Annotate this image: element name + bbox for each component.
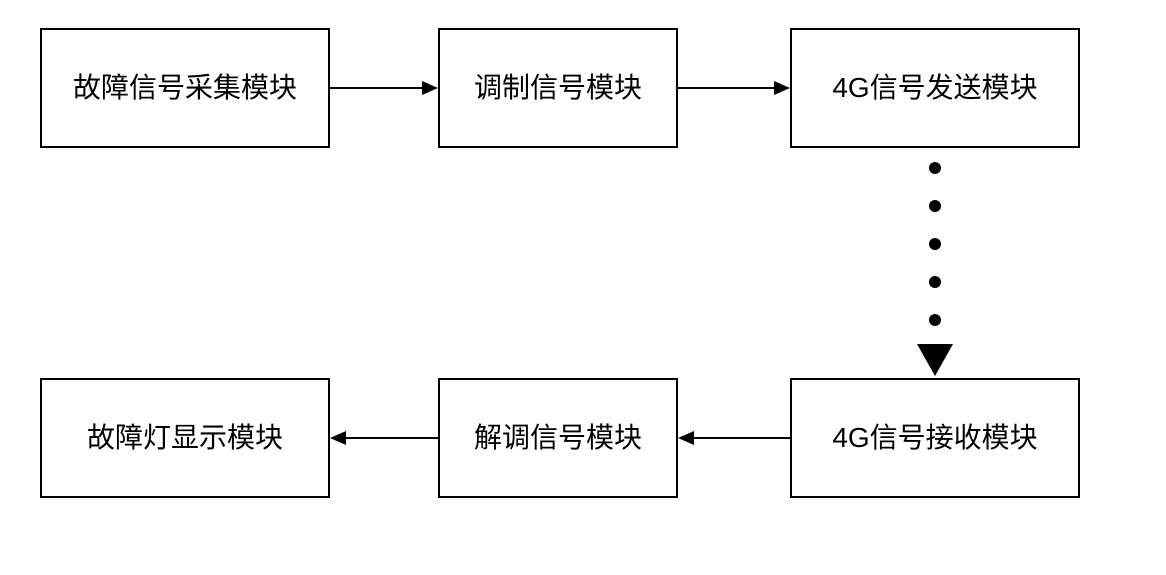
node-4g-receive: 4G信号接收模块	[790, 378, 1080, 498]
arrow-left-icon	[678, 428, 790, 448]
arrow-left-icon	[330, 428, 438, 448]
node-label: 调制信号模块	[474, 71, 642, 105]
node-4g-send: 4G信号发送模块	[790, 28, 1080, 148]
arrow-dotted-down-icon	[913, 148, 957, 378]
node-label: 4G信号接收模块	[832, 421, 1037, 455]
node-label: 解调信号模块	[474, 421, 642, 455]
node-label: 4G信号发送模块	[832, 71, 1037, 105]
node-fault-light-display: 故障灯显示模块	[40, 378, 330, 498]
node-modulate-signal: 调制信号模块	[438, 28, 678, 148]
node-label: 故障灯显示模块	[87, 421, 283, 455]
node-label: 故障信号采集模块	[73, 71, 297, 105]
arrow-right-icon	[330, 78, 438, 98]
arrow-right-icon	[678, 78, 790, 98]
node-demodulate-signal: 解调信号模块	[438, 378, 678, 498]
node-fault-signal-collect: 故障信号采集模块	[40, 28, 330, 148]
